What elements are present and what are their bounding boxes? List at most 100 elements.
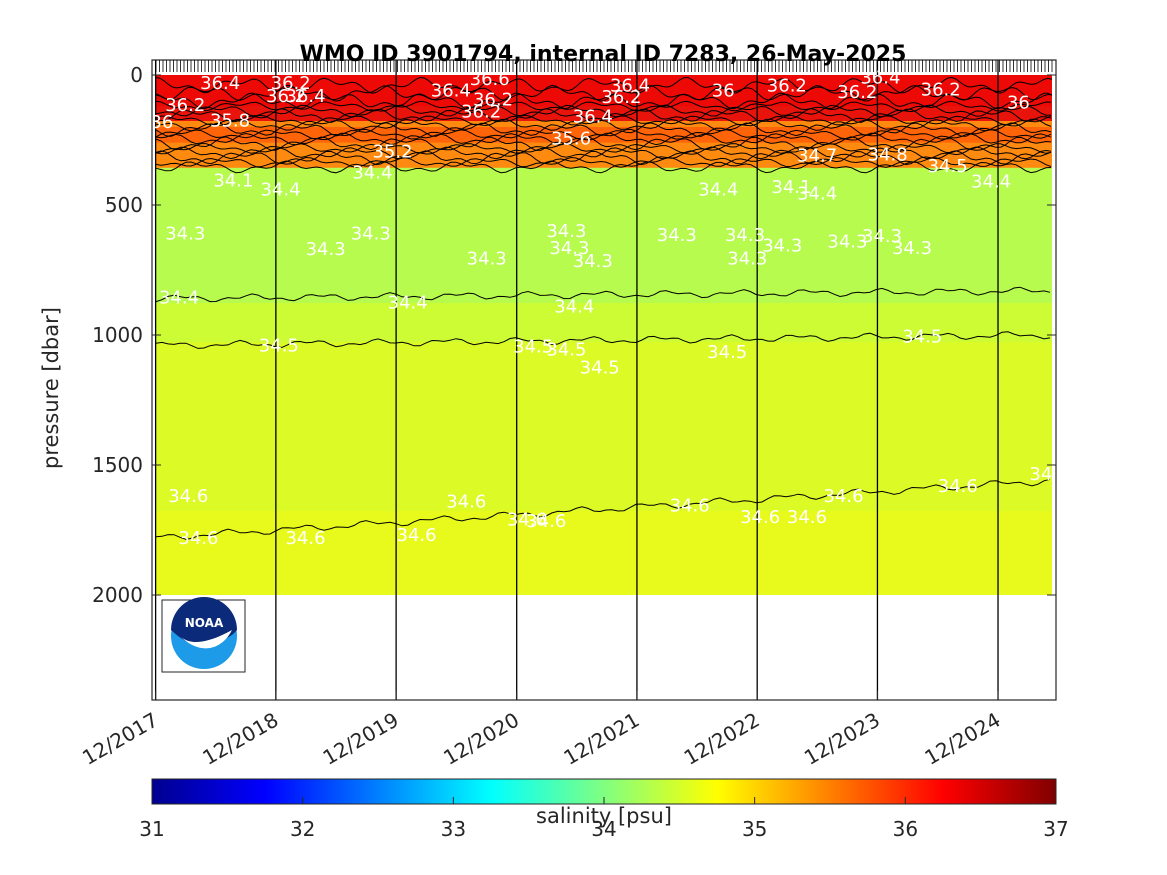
contour-label: 36.4	[285, 86, 325, 107]
salinity-contour	[155, 84, 1053, 102]
contour-label: 34.4	[352, 163, 392, 184]
contour-label: 34.3	[351, 224, 391, 245]
contour-label: 34.3	[165, 224, 205, 245]
chart-title: WMO ID 3901794, internal ID 7283, 26-May…	[300, 42, 907, 67]
contour-label: 34.6	[178, 528, 218, 549]
salinity-contours	[155, 76, 1053, 540]
contour-label: 34.7	[797, 146, 837, 167]
contour-label: 36.4	[431, 81, 471, 102]
contour-label: 35.8	[210, 111, 250, 132]
contour-label: 34.6	[507, 510, 547, 531]
salinity-layer	[156, 342, 1052, 517]
contour-label: 34.6	[168, 486, 208, 507]
year-marker-lines	[154, 60, 999, 700]
x-tick-label: 12/2017	[78, 708, 162, 770]
y-tick-label: 500	[105, 193, 143, 217]
contour-labels: 36.436.236 35.836.236.236.4 36.436.636.236…	[150, 68, 1052, 549]
salinity-layer	[156, 511, 1052, 595]
salinity-contour	[155, 150, 1052, 166]
salinity-contour	[155, 118, 1052, 132]
contour-label: 34.1	[771, 177, 811, 198]
contour-label: 34.3	[862, 226, 902, 247]
y-tick-label: 0	[130, 63, 143, 87]
salinity-contour	[155, 156, 1052, 168]
x-tick-label: 12/2021	[559, 708, 643, 770]
x-tick-label: 12/2022	[680, 708, 764, 770]
y-axis-ticks: 0 500 1000 1500 2000	[92, 63, 1056, 607]
x-tick-label: 12/2024	[921, 708, 1005, 770]
y-tick-label: 1500	[92, 453, 143, 477]
contour-label: 34.3	[573, 251, 613, 272]
contour-label: 34.8	[868, 144, 908, 165]
contour-label: 34.3	[762, 235, 802, 256]
contour-label: 36.2	[461, 101, 501, 122]
contour-label: 34.3	[725, 225, 765, 246]
salinity-contour	[155, 143, 1052, 154]
salinity-contour	[155, 114, 1052, 126]
colorbar-label: salinity [psu]	[536, 804, 672, 828]
salinity-contour	[155, 478, 1051, 540]
contour-label: 35.6	[551, 129, 591, 150]
x-tick-label: 12/2019	[319, 708, 403, 770]
salinity-contour	[155, 160, 1052, 174]
contour-label: 36.2	[271, 73, 311, 94]
contour-label: 36.4	[200, 73, 240, 94]
salinity-contour	[155, 76, 1053, 94]
contour-label: 34.3	[546, 221, 586, 242]
contour-label: 34.6	[526, 511, 566, 532]
salinity-contour	[155, 146, 1052, 160]
contour-label: 36.2	[837, 82, 877, 103]
contour-label: 34.5	[707, 342, 747, 363]
salinity-contour	[155, 132, 1052, 146]
contour-label: 36	[712, 81, 735, 102]
salinity-contour	[155, 286, 1051, 303]
contour-label: 34.6	[938, 476, 978, 497]
contour-label: 34.5	[259, 335, 299, 356]
salinity-layer	[156, 167, 1052, 309]
contour-label: 36.4	[610, 75, 650, 96]
contour-label: 34.3	[467, 248, 507, 269]
contour-label: 34	[1029, 464, 1052, 485]
contour-label: 36.2	[165, 95, 205, 116]
contour-label: 36.2	[266, 86, 306, 107]
contour-label: 34.1	[213, 170, 253, 191]
contour-label: 34.6	[740, 507, 780, 528]
contour-label: 34.3	[549, 238, 589, 259]
svg-text:NOAA: NOAA	[185, 616, 224, 630]
profile-tick-marks	[155, 60, 1053, 72]
contour-label: 36	[150, 112, 173, 133]
contour-label: 34.6	[823, 486, 863, 507]
contour-label: 34.4	[797, 183, 837, 204]
contour-label: 36.2	[767, 75, 807, 96]
contour-label: 34.6	[670, 495, 710, 516]
contour-label: 34.6	[397, 525, 437, 546]
y-tick-label: 1000	[92, 323, 143, 347]
contour-label: 34.4	[388, 293, 428, 314]
contour-label: 34.5	[902, 326, 942, 347]
colorbar-tick-label: 33	[441, 817, 466, 841]
contour-label: 34.6	[285, 528, 325, 549]
contour-label: 36.6	[470, 69, 510, 90]
colorbar-ticks: 31 32 33 34 35 36 37	[139, 797, 1069, 841]
salinity-contour	[155, 136, 1052, 151]
contour-label: 36.4	[860, 68, 900, 89]
contour-label: 36.2	[921, 79, 961, 100]
colorbar-tick-label: 31	[139, 817, 164, 841]
contour-label: 34.5	[580, 358, 620, 379]
contour-label: 36.4	[573, 107, 613, 128]
salinity-contour	[155, 104, 1052, 118]
contour-label: 34.4	[554, 296, 594, 317]
noaa-logo: NOAA	[161, 597, 246, 673]
contour-label: 34.5	[928, 156, 968, 177]
contour-label: 36	[1007, 92, 1030, 113]
contour-label: 34.3	[306, 239, 346, 260]
colorbar-tick-label: 35	[742, 817, 767, 841]
contour-label: 35.2	[372, 142, 412, 163]
contour-label: 36.2	[601, 87, 641, 108]
x-axis-ticks: 12/2017 12/2018 12/2019 12/2020 12/2021 12/20…	[78, 691, 1005, 770]
salinity-contour	[155, 92, 1053, 110]
y-tick-label: 2000	[92, 583, 143, 607]
x-tick-label: 12/2023	[800, 708, 884, 770]
contour-label: 34.4	[260, 179, 300, 200]
